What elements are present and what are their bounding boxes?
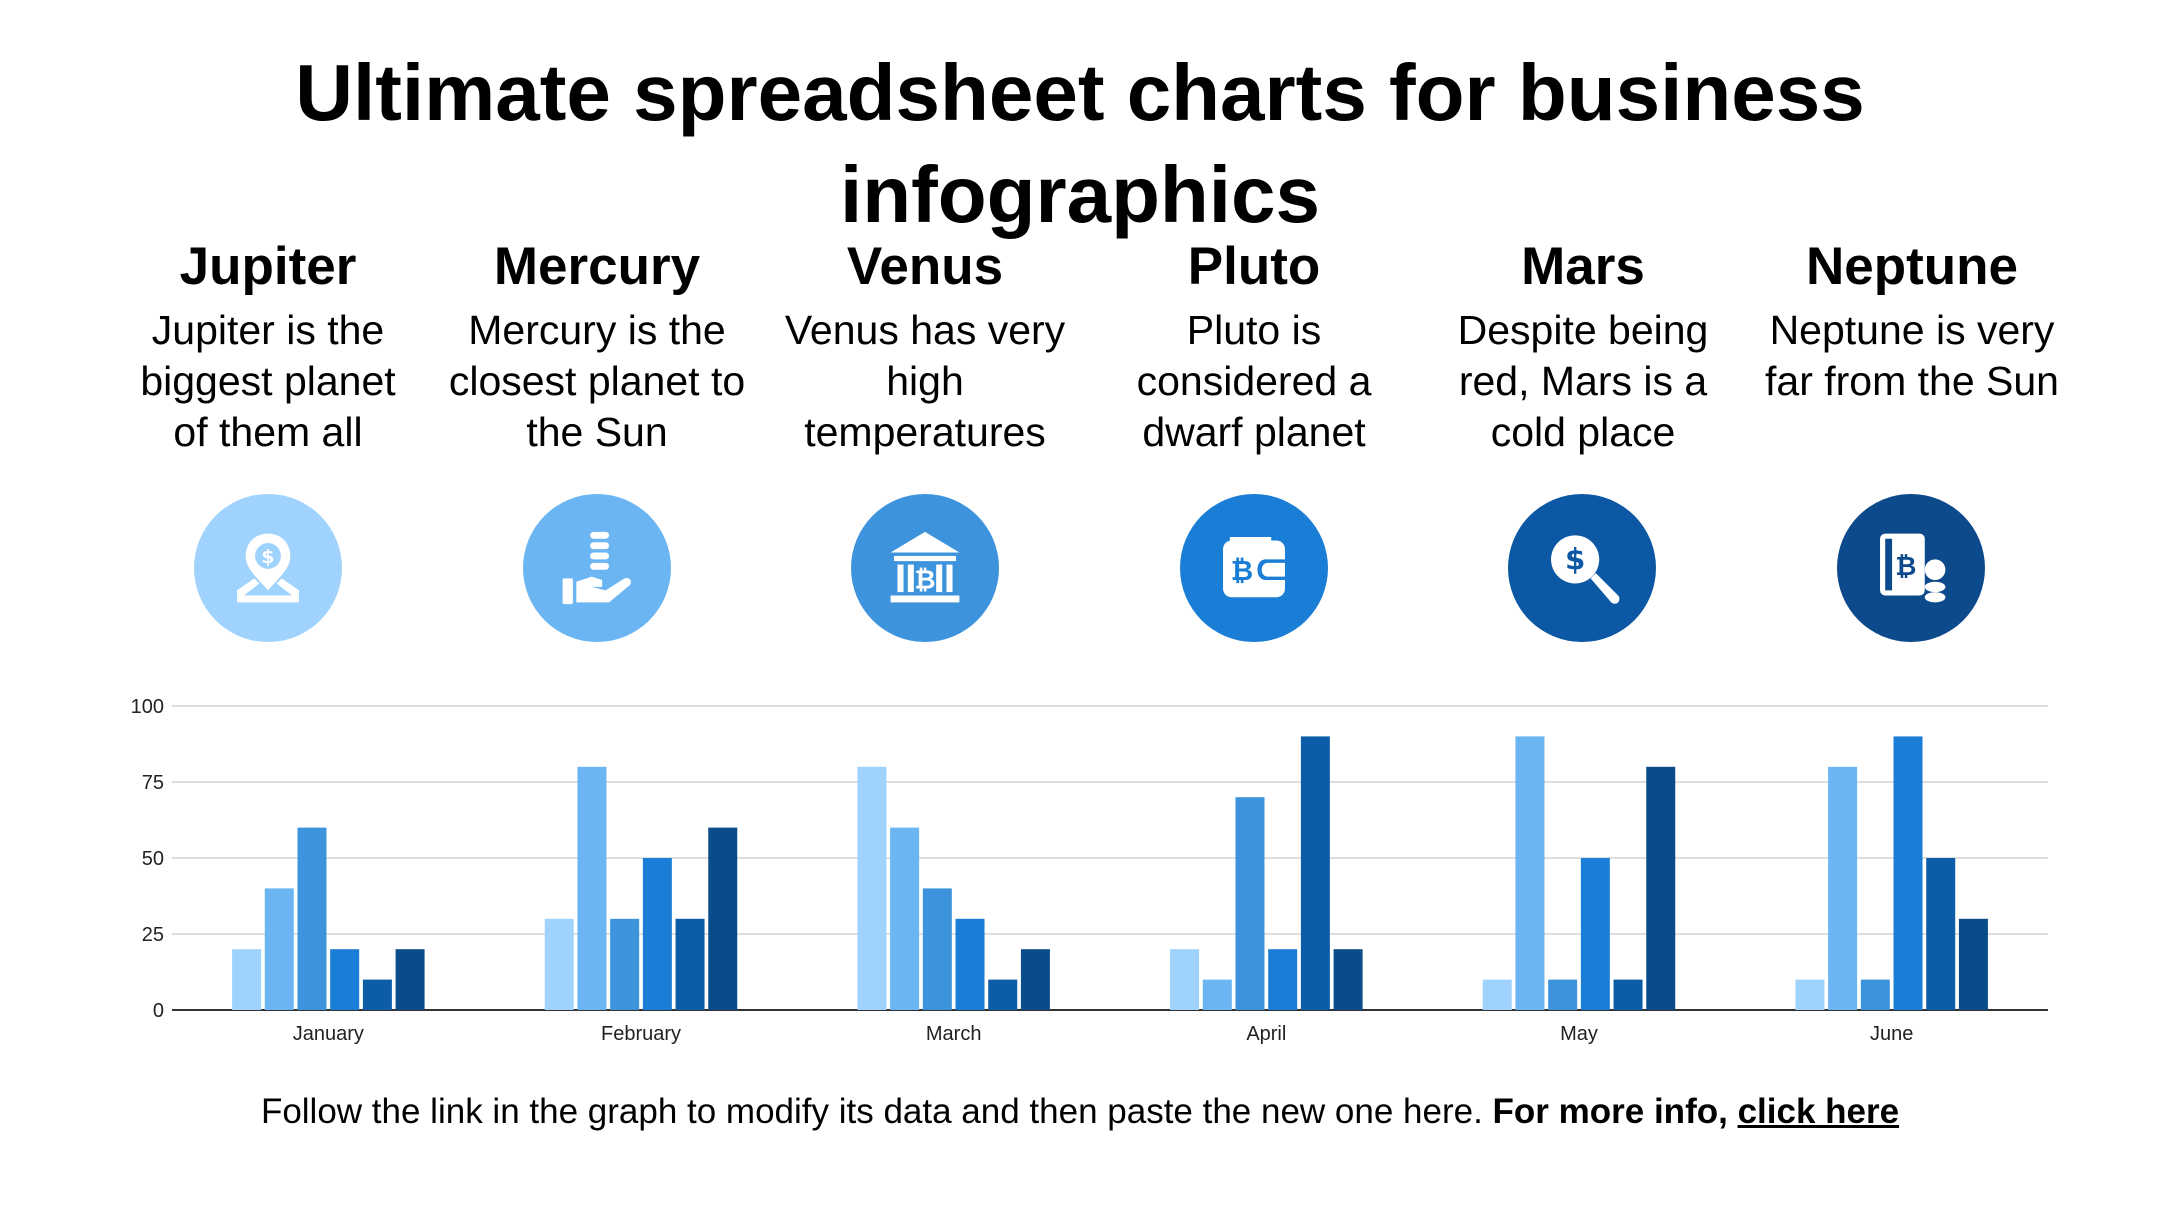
bar [1958, 918, 1988, 1010]
footer-bold-text: For more info, [1492, 1092, 1728, 1131]
bar [1268, 949, 1298, 1010]
bar [890, 827, 920, 1010]
bar [297, 827, 327, 1010]
planet-description: Neptune is very far from the Sun [1765, 307, 2059, 404]
svg-text:₿: ₿ [1895, 552, 1916, 582]
click-here-link[interactable]: click here [1737, 1092, 1900, 1131]
bar [1515, 736, 1545, 1010]
bar [955, 918, 985, 1010]
bar [544, 918, 574, 1010]
bar [1300, 736, 1330, 1010]
bar [395, 949, 425, 1010]
planet-column-jupiter: Jupiter Jupiter is the biggest planet of… [118, 235, 418, 458]
bar [708, 827, 738, 1010]
bar [1580, 858, 1610, 1010]
bar [922, 888, 952, 1010]
svg-text:$: $ [1565, 543, 1585, 577]
bar [1170, 949, 1200, 1010]
book-bitcoin-coins-icon: ₿ [1837, 494, 1985, 642]
bar [1482, 979, 1512, 1010]
bar [1613, 979, 1643, 1010]
bar [1646, 766, 1676, 1010]
hand-coins-icon [523, 494, 671, 642]
bar [1202, 979, 1232, 1010]
bar [264, 888, 294, 1010]
planet-name: Venus [846, 237, 1004, 296]
bar [1795, 979, 1825, 1010]
footer-text: Follow the link in the graph to modify i… [260, 1092, 1483, 1131]
x-tick-label: June [1870, 1023, 1913, 1045]
planet-description: Despite being red, Mars is a cold place [1457, 307, 1709, 455]
planet-name: Jupiter [179, 237, 357, 296]
x-tick-label: April [1246, 1023, 1286, 1045]
bank-bitcoin-icon: ₿ [851, 494, 999, 642]
x-tick-label: March [926, 1023, 982, 1045]
bar [330, 949, 360, 1010]
y-tick-label: 0 [153, 1000, 164, 1022]
bar [1893, 736, 1923, 1010]
bar [1235, 797, 1265, 1010]
bar [642, 858, 672, 1010]
planet-name: Neptune [1806, 237, 2018, 296]
y-tick-label: 75 [142, 772, 164, 794]
bar [1828, 766, 1858, 1010]
bar [232, 949, 262, 1010]
bar [577, 766, 607, 1010]
planet-column-mercury: Mercury Mercury is the closest planet to… [447, 235, 747, 458]
planet-name: Mercury [493, 237, 701, 296]
planet-column-mars: Mars Despite being red, Mars is a cold p… [1433, 235, 1733, 458]
footer-note: Follow the link in the graph to modify i… [0, 1090, 2160, 1134]
location-dollar-icon: $ [194, 494, 342, 642]
planet-description: Pluto is considered a dwarf planet [1136, 307, 1372, 455]
bar [1926, 858, 1956, 1010]
bar [362, 979, 392, 1010]
bar [1548, 979, 1578, 1010]
bar [988, 979, 1018, 1010]
bar [1860, 979, 1890, 1010]
grouped-bar-chart: 0 25 50 75 100 January February March April May Ju… [131, 696, 2048, 1045]
svg-text:$: $ [261, 546, 274, 568]
y-tick-label: 100 [131, 696, 164, 718]
planet-column-neptune: Neptune Neptune is very far from the Sun [1762, 235, 2062, 407]
bar [675, 918, 705, 1010]
bar [1333, 949, 1363, 1010]
wallet-bitcoin-icon: ₿ [1180, 494, 1328, 642]
page-title: Ultimate spreadsheet charts for business… [295, 48, 1865, 239]
planet-description: Mercury is the closest planet to the Sun [448, 307, 746, 455]
bar [1020, 949, 1050, 1010]
planet-column-venus: Venus Venus has very high temperatures [775, 235, 1075, 458]
svg-text:₿: ₿ [914, 566, 935, 596]
x-tick-label: May [1560, 1023, 1598, 1045]
planet-description: Venus has very high temperatures [784, 307, 1066, 455]
x-tick-label: January [293, 1023, 364, 1045]
planet-name: Mars [1521, 237, 1645, 296]
planet-name: Pluto [1187, 237, 1321, 296]
svg-text:₿: ₿ [1231, 555, 1253, 587]
y-tick-label: 25 [142, 924, 164, 946]
y-tick-label: 50 [142, 848, 164, 870]
x-tick-label: February [601, 1023, 681, 1045]
planet-column-pluto: Pluto Pluto is considered a dwarf planet [1104, 235, 1404, 458]
bar [857, 766, 887, 1010]
bar [610, 918, 640, 1010]
planet-description: Jupiter is the biggest planet of them al… [140, 307, 396, 455]
search-dollar-icon: $ [1508, 494, 1656, 642]
